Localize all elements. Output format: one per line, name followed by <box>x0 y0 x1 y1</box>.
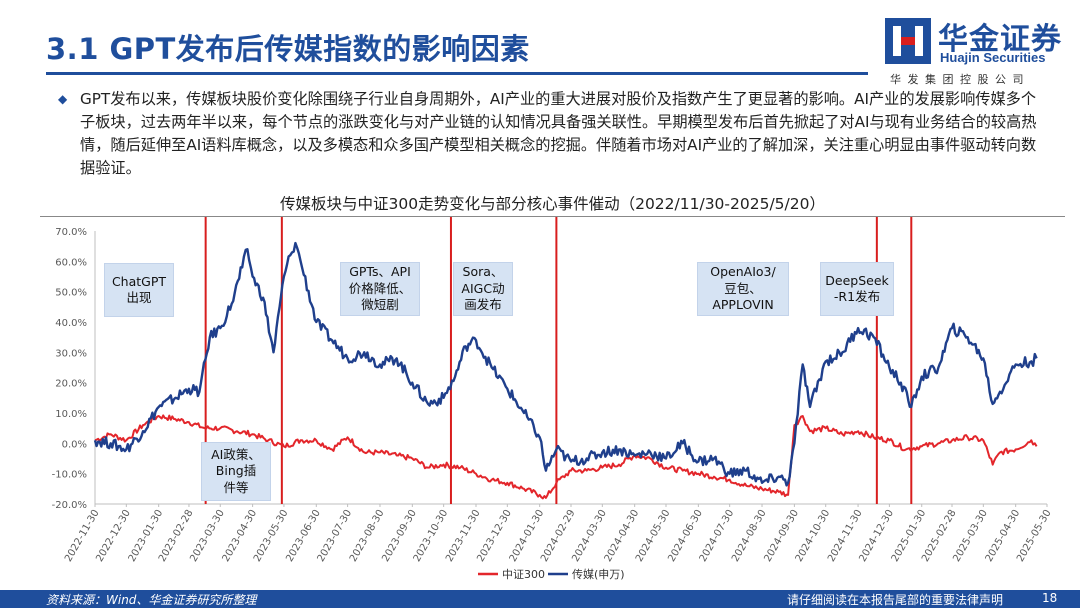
x-tick-label: 2022-12-30 <box>94 508 133 564</box>
y-tick-label: 20.0% <box>55 379 87 390</box>
chart-title: 传媒板块与中证300走势变化与部分核心事件催动（2022/11/30-2025/… <box>280 195 825 213</box>
title-divider <box>46 72 868 75</box>
y-tick-label: 70.0% <box>55 227 87 238</box>
x-tick-label: 2023-07-30 <box>316 508 355 564</box>
event-box-openai-o3: OpenAIo3/ 豆包、 APPLOVIN <box>697 262 789 316</box>
x-tick-label: 2024-05-30 <box>634 508 673 564</box>
bullet-paragraph: GPT发布以来，传媒板块股价变化除围绕子行业自身周期外，AI产业的重大进展对股价… <box>80 90 1037 177</box>
footer-source: 资料来源：Wind、华金证券研究所整理 <box>46 593 257 607</box>
x-tick-label: 2025-05-30 <box>1015 508 1054 564</box>
y-tick-label: 0.0% <box>62 439 87 450</box>
page-title: 3.1 GPT发布后传媒指数的影响因素 <box>46 32 530 66</box>
y-tick-label: 10.0% <box>55 409 87 420</box>
event-box-ai-policy: AI政策、 Bing插 件等 <box>201 442 271 501</box>
x-tick-label: 2024-07-30 <box>698 508 737 564</box>
x-tick-label: 2024-10-30 <box>794 508 833 564</box>
x-tick-label: 2024-08-30 <box>730 508 769 564</box>
event-box-deepseek: DeepSeek -R1发布 <box>820 262 894 316</box>
x-tick-label: 2023-08-30 <box>348 508 387 564</box>
footer-disclaimer: 请仔细阅读在本报告尾部的重要法律声明 <box>787 593 1004 607</box>
brand-subtitle: 华发集团控股公司 <box>890 73 1030 86</box>
diamond-bullet-icon: ◆ <box>58 92 68 106</box>
x-tick-label: 2023-12-30 <box>475 508 514 564</box>
footer-bar <box>0 590 1080 608</box>
y-tick-label: 40.0% <box>55 318 87 329</box>
series-line-csi300 <box>94 414 1038 500</box>
x-tick-label: 2023-10-30 <box>412 508 451 564</box>
x-tick-label: 2023-03-30 <box>188 508 227 564</box>
event-box-sora: Sora、 AIGC动 画发布 <box>453 262 513 316</box>
chart-title-divider <box>40 216 1065 217</box>
y-tick-label: -20.0% <box>52 500 87 511</box>
huajin-logo-icon <box>885 18 931 64</box>
y-tick-label: 50.0% <box>55 288 87 299</box>
brand-name-en: Huajin Securities <box>940 50 1046 65</box>
event-box-gpts: GPTs、API 价格降低、 微短剧 <box>340 262 420 316</box>
series-line-media <box>93 241 1038 487</box>
legend-label-csi300: 中证300 <box>502 568 545 581</box>
x-tick-label: 2025-03-30 <box>951 508 990 564</box>
legend-label-media: 传媒(申万) <box>572 568 625 581</box>
y-tick-label: -10.0% <box>52 470 87 481</box>
line-chart: -20.0% -10.0% 0.0% 10.0% 20.0% 30.0% 40.0% 50.0… <box>52 217 1054 581</box>
y-tick-label: 30.0% <box>55 348 87 359</box>
x-tick-label: 2024-03-30 <box>570 508 609 564</box>
brand-name-cn: 华金证券 <box>938 22 1062 57</box>
event-box-chatgpt: ChatGPT 出现 <box>104 263 174 317</box>
y-tick-label: 60.0% <box>55 257 87 268</box>
page-number: 18 <box>1042 591 1058 605</box>
x-tick-label: 2023-05-30 <box>252 508 291 564</box>
x-tick-label: 2024-12-30 <box>857 508 896 564</box>
